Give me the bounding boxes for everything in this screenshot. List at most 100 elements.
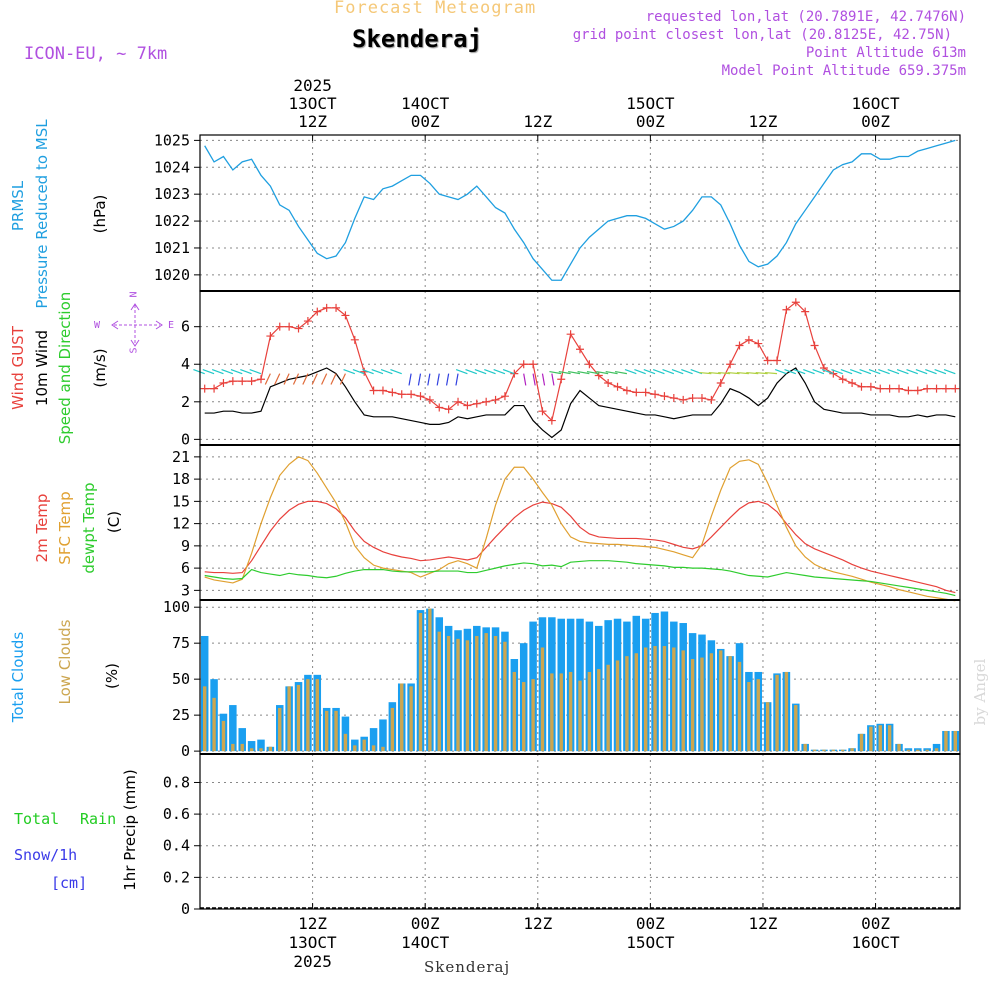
top-time-label: 16OCT bbox=[851, 94, 900, 113]
wind-gust-marker bbox=[247, 377, 256, 386]
wind-direction-arrow bbox=[292, 373, 300, 385]
wind-gust-marker bbox=[491, 395, 500, 404]
low-cloud-bar bbox=[662, 646, 667, 752]
low-cloud-bar bbox=[850, 748, 854, 752]
wind-direction-arrow bbox=[455, 368, 468, 375]
wind-direction-arrow bbox=[784, 368, 797, 375]
wind-gust-marker bbox=[238, 377, 247, 386]
top-time-label: 13OCT bbox=[289, 94, 338, 113]
wind-gust-marker bbox=[350, 335, 359, 344]
wind-gust-marker bbox=[332, 303, 341, 312]
low-cloud-bar bbox=[953, 730, 957, 752]
wind-gust-marker bbox=[716, 379, 725, 388]
low-cloud-bar bbox=[353, 745, 357, 752]
y-tick-label: 25 bbox=[172, 706, 190, 724]
wind-gust-marker bbox=[388, 388, 397, 397]
credit-watermark: by Angel bbox=[971, 658, 989, 726]
bottom-time-label: 00Z bbox=[411, 914, 440, 933]
wind-gust-marker bbox=[576, 345, 584, 354]
wind-gust-marker bbox=[519, 360, 528, 369]
precip-rain-label: Rain bbox=[80, 810, 117, 828]
wind-gust-marker bbox=[763, 356, 772, 365]
dewpt-line bbox=[204, 560, 956, 597]
wind-gust-marker bbox=[679, 395, 688, 404]
wind-gust-marker bbox=[726, 360, 735, 369]
y-tick-label: 6 bbox=[181, 318, 190, 336]
wind-gust-marker bbox=[697, 394, 706, 403]
wind-direction-arrow bbox=[230, 368, 243, 375]
y-tick-label: 1020 bbox=[154, 266, 190, 284]
wind-gust-marker bbox=[200, 384, 209, 393]
low-cloud-bar bbox=[765, 702, 770, 752]
model-point-altitude: Model Point Altitude 659.375m bbox=[721, 63, 966, 79]
total-cloud-bar bbox=[932, 743, 941, 752]
wind-gust-marker bbox=[838, 375, 847, 384]
wind-direction-arrow bbox=[558, 370, 571, 375]
wind-gust-marker bbox=[660, 392, 669, 401]
wind-gust-marker bbox=[444, 405, 453, 414]
low-cloud-bar bbox=[296, 684, 301, 752]
y-tick-label: 0 bbox=[181, 900, 190, 918]
y-tick-label: 1024 bbox=[154, 158, 190, 176]
wind-direction-arrow bbox=[774, 368, 787, 375]
wind-gust-marker bbox=[566, 330, 575, 339]
wind-direction-arrow bbox=[859, 368, 872, 375]
y-tick-label: 1022 bbox=[154, 212, 190, 230]
low-cloud-bar bbox=[278, 707, 282, 752]
wind-direction-arrow bbox=[624, 368, 637, 375]
wind-direction-arrow bbox=[925, 368, 937, 375]
bottom-time-label: 12Z bbox=[749, 914, 778, 933]
wind-direction-arrow bbox=[605, 370, 618, 375]
low-cloud-bar bbox=[653, 646, 657, 752]
bottom-time-label: 00Z bbox=[861, 914, 890, 933]
wind-direction-arrow bbox=[417, 373, 422, 386]
wind-gust-marker bbox=[547, 416, 556, 425]
wind-direction-arrow bbox=[718, 371, 731, 375]
low-cloud-bar bbox=[606, 664, 610, 752]
low-cloud-bar bbox=[240, 743, 244, 752]
wind-direction-arrow bbox=[652, 368, 665, 375]
low-cloud-bar bbox=[887, 725, 892, 752]
wind-direction-arrow bbox=[551, 373, 555, 386]
low-cloud-bar bbox=[841, 749, 845, 752]
low-cloud-bar bbox=[343, 733, 348, 752]
wind-gust-marker bbox=[275, 322, 284, 331]
bottom-time-label: 16OCT bbox=[851, 933, 900, 952]
low-cloud-bar bbox=[371, 745, 376, 752]
y-tick-label: 0.8 bbox=[163, 773, 190, 791]
wind-gust-marker bbox=[425, 395, 434, 404]
low-cloud-bar bbox=[728, 656, 732, 752]
pressure-line bbox=[204, 139, 956, 281]
wind-gust-marker bbox=[219, 379, 228, 388]
low-cloud-bar bbox=[906, 749, 911, 752]
wind-gust-line bbox=[204, 301, 956, 422]
y-tick-label: 18 bbox=[172, 470, 190, 488]
top-time-label: 2025 bbox=[293, 76, 332, 95]
low-cloud-bar bbox=[531, 679, 535, 752]
wind-direction-arrow bbox=[465, 368, 477, 375]
bottom-time-label: 2025 bbox=[293, 952, 332, 971]
precip-snow-unit: [cm] bbox=[51, 874, 88, 892]
low-cloud-bar bbox=[587, 671, 592, 752]
wind-gust-marker bbox=[941, 384, 950, 393]
wind-gust-marker bbox=[322, 303, 331, 312]
low-cloud-bar bbox=[334, 710, 338, 752]
top-time-label: 14OCT bbox=[401, 94, 450, 113]
y-tick-label: 3 bbox=[181, 581, 190, 599]
wind-direction-arrow bbox=[943, 368, 956, 375]
wind-direction-arrow bbox=[264, 373, 271, 385]
low-cloud-bar bbox=[916, 749, 920, 752]
wind-direction-arrow bbox=[708, 371, 721, 375]
wind-direction-arrow bbox=[274, 373, 281, 385]
precip-total-label: Total bbox=[14, 810, 60, 828]
total-cloud-bar bbox=[229, 705, 237, 752]
y-tick-label: 1021 bbox=[154, 239, 190, 257]
wind-gust-marker bbox=[256, 375, 265, 384]
wind-gust-marker bbox=[866, 382, 875, 391]
low-cloud-bar bbox=[428, 608, 432, 752]
low-cloud-bar bbox=[578, 680, 582, 752]
wind-direction-arrow bbox=[427, 373, 431, 386]
top-time-label: 00Z bbox=[636, 112, 665, 131]
wind-gust-marker bbox=[782, 305, 791, 314]
